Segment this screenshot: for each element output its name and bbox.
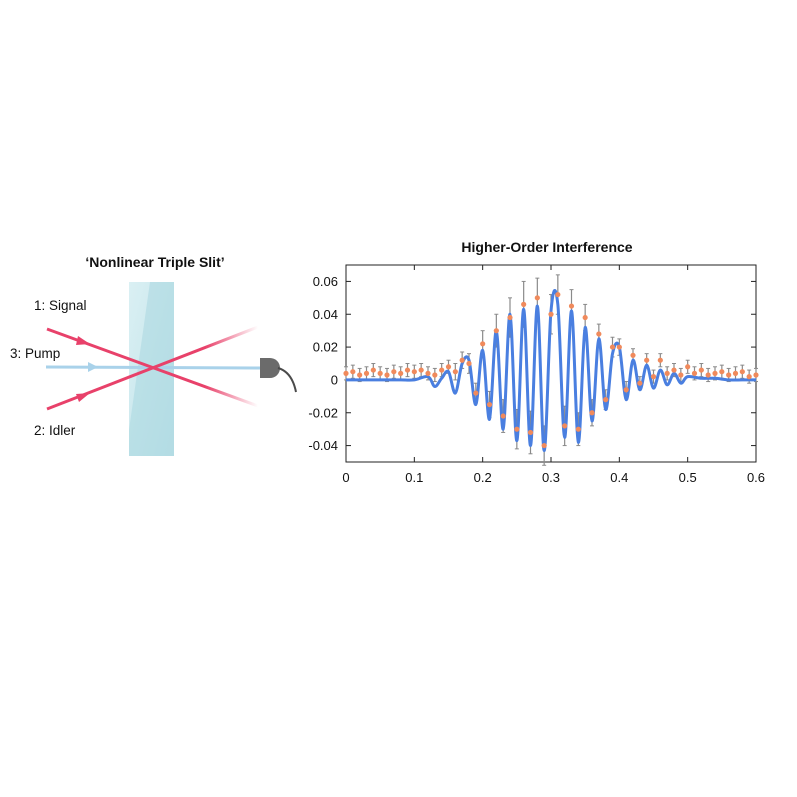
data-point — [384, 372, 390, 378]
data-point — [541, 442, 547, 449]
data-point — [644, 357, 650, 363]
x-tick-label: 0 — [342, 470, 349, 485]
data-point — [398, 370, 404, 376]
data-point — [753, 372, 759, 378]
data-point — [596, 331, 602, 337]
data-point — [555, 291, 561, 298]
y-tick-label: -0.04 — [308, 438, 338, 453]
data-point — [534, 295, 540, 301]
y-tick-label: 0.04 — [313, 307, 338, 322]
data-point — [432, 372, 438, 378]
data-point — [343, 370, 349, 376]
idler-label: 2: Idler — [34, 423, 76, 438]
x-tick-label: 0.1 — [405, 470, 423, 485]
data-point — [685, 364, 691, 370]
data-point — [623, 387, 629, 393]
data-point — [630, 352, 636, 358]
data-point — [562, 423, 568, 429]
data-point — [575, 426, 581, 432]
data-point — [411, 369, 417, 375]
x-tick-label: 0.2 — [474, 470, 492, 485]
data-point — [500, 413, 506, 419]
data-point — [466, 360, 472, 367]
data-point — [582, 314, 588, 321]
data-point — [664, 370, 670, 376]
data-point — [698, 367, 704, 373]
data-point — [480, 341, 486, 347]
pump-label: 3: Pump — [10, 346, 60, 361]
data-point — [445, 364, 452, 370]
y-tick-label: 0.06 — [313, 274, 338, 289]
data-point — [514, 426, 520, 432]
data-point — [589, 410, 595, 416]
y-tick-label: 0 — [331, 372, 338, 387]
interference-chart: Higher-Order Interference 0 0.1 0.2 0.3 0.4 0… — [308, 239, 765, 485]
y-axis: 0.06 0.04 0.02 0 -0.02 -0.04 — [308, 274, 756, 453]
data-point — [637, 380, 643, 386]
data-point — [377, 370, 383, 376]
data-point — [726, 372, 732, 378]
x-tick-label: 0.3 — [542, 470, 560, 485]
data-point — [425, 370, 431, 376]
data-point — [705, 372, 711, 378]
x-tick-label: 0.4 — [610, 470, 628, 485]
detector-icon — [260, 358, 297, 393]
data-point — [739, 369, 745, 375]
y-tick-label: -0.02 — [308, 405, 338, 420]
data-point — [657, 357, 663, 363]
y-tick-label: 0.02 — [313, 340, 338, 355]
triple-slit-diagram: ‘Nonlinear Triple Slit’ 1: Signal 3: Pum… — [10, 254, 297, 456]
data-point — [493, 328, 499, 334]
chart-title: Higher-Order Interference — [461, 239, 632, 255]
data-point — [603, 397, 609, 403]
measured-points — [343, 291, 759, 449]
data-point — [459, 357, 465, 363]
data-point — [691, 370, 698, 376]
data-point — [527, 429, 534, 436]
data-point — [650, 374, 657, 380]
data-point — [350, 369, 356, 375]
data-point — [473, 390, 479, 396]
data-point — [439, 367, 445, 373]
data-point — [486, 401, 493, 408]
data-point — [507, 314, 513, 321]
data-point — [521, 301, 527, 307]
data-point — [370, 367, 376, 373]
x-tick-label: 0.5 — [679, 470, 697, 485]
data-point — [616, 344, 622, 350]
data-point — [404, 367, 411, 373]
data-point — [548, 311, 554, 317]
data-point — [671, 367, 677, 373]
data-point — [418, 367, 424, 373]
data-point — [357, 372, 363, 378]
diagram-title: ‘Nonlinear Triple Slit’ — [85, 254, 224, 270]
data-point — [391, 369, 397, 375]
idler-beam — [46, 325, 259, 411]
signal-label: 1: Signal — [34, 298, 87, 313]
x-axis: 0 0.1 0.2 0.3 0.4 0.5 0.6 — [342, 265, 765, 485]
data-point — [719, 369, 725, 375]
x-tick-label: 0.6 — [747, 470, 765, 485]
data-point — [678, 372, 684, 378]
data-point — [746, 374, 752, 380]
data-point — [609, 344, 616, 350]
data-point — [712, 370, 718, 376]
data-point — [568, 303, 575, 309]
data-point — [732, 370, 739, 376]
data-point — [363, 370, 370, 376]
data-point — [452, 369, 458, 375]
